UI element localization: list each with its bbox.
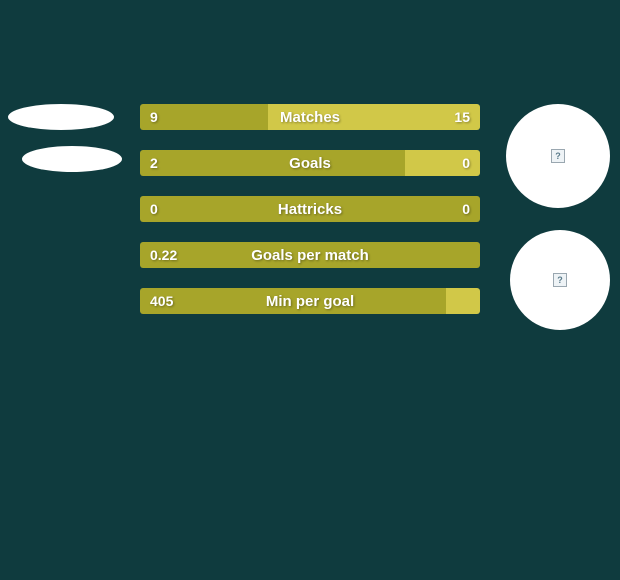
left-avatar-ellipse-2 <box>22 146 122 172</box>
comparison-content: ? ? 915Matches 20Goals 00Hattricks 0.22Goal… <box>0 94 620 354</box>
stat-row: 405Min per goal <box>140 288 480 314</box>
stat-label: Min per goal <box>140 288 480 314</box>
right-avatar-circle-1: ? <box>506 104 610 208</box>
stat-label: Goals per match <box>140 242 480 268</box>
stat-row: 0.22Goals per match <box>140 242 480 268</box>
stat-label: Hattricks <box>140 196 480 222</box>
stat-row: 00Hattricks <box>140 196 480 222</box>
stat-row: 20Goals <box>140 150 480 176</box>
left-avatar-ellipse-1 <box>8 104 114 130</box>
comparison-bars: 915Matches 20Goals 00Hattricks 0.22Goals pe… <box>140 104 480 314</box>
stat-label: Matches <box>140 104 480 130</box>
missing-image-icon: ? <box>553 273 567 287</box>
stat-row: 915Matches <box>140 104 480 130</box>
right-avatar-circle-2: ? <box>510 230 610 330</box>
missing-image-icon: ? <box>551 149 565 163</box>
stat-label: Goals <box>140 150 480 176</box>
